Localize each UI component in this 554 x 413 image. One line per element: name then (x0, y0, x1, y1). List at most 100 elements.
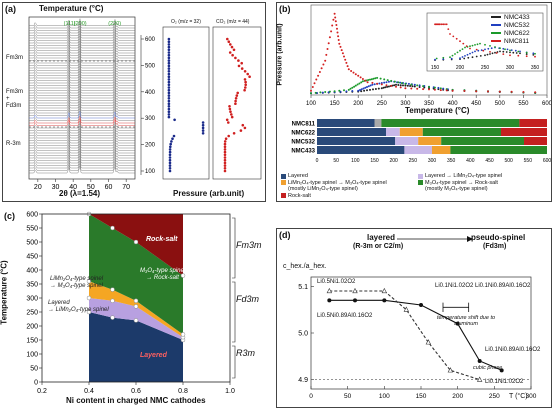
ca-ytick-label: 5.0 (298, 331, 308, 338)
gas-point (374, 77, 377, 80)
gas-point (248, 75, 251, 78)
gas-point (169, 142, 172, 146)
gas-point (339, 45, 342, 48)
gas-point (223, 153, 227, 157)
gas-point (315, 78, 318, 81)
xrd-pattern (29, 121, 135, 129)
region-limn-m3o4-area (89, 281, 183, 338)
gas-point (361, 80, 364, 83)
gas-point (376, 76, 379, 79)
inset-point (525, 55, 528, 58)
gas-point (243, 78, 247, 81)
gas-point (327, 42, 330, 45)
panel-b-label: (b) (279, 4, 291, 14)
xrd-pattern (29, 91, 135, 99)
bar-tick-label: 450 (485, 158, 494, 164)
panel-a-xlabel: 2θ (λ=1.54) (59, 189, 101, 198)
xrd-pattern (29, 151, 135, 159)
gas-point (167, 40, 171, 43)
panel-a-co2-title: CO₂ (m/z = 44) (216, 19, 250, 25)
phase-regions (86, 211, 186, 382)
xrd-xtick-label: 40 (69, 184, 77, 191)
inset-point (464, 55, 466, 57)
xrd-pattern (29, 46, 135, 54)
gas-point (167, 105, 171, 108)
xrd-pattern (29, 143, 135, 151)
gas-point (395, 85, 397, 88)
gas-point (364, 79, 367, 82)
bar-segment (317, 128, 386, 136)
ca-series-line (329, 290, 480, 381)
inset-point (461, 48, 464, 50)
gas-point (328, 36, 331, 39)
inset-point (499, 50, 501, 53)
gas-point (168, 161, 172, 165)
inset-point (517, 50, 520, 53)
xrd-pattern (29, 111, 135, 119)
bar-tick-label: 200 (389, 158, 398, 164)
gas-point (386, 85, 389, 88)
inset-point (439, 23, 441, 26)
gas-point (406, 84, 409, 87)
gas-point (487, 90, 489, 93)
inset-point (504, 48, 506, 51)
panel-d-svg: 5.1 5.0 4.9 0 50 100 150 200 250 300 (298, 236, 537, 400)
gas-point (227, 40, 231, 43)
gas-point (326, 48, 329, 50)
phase-legend-entry: Layered → LiMn₂O₄-type spinel (418, 173, 551, 180)
gas-point (340, 49, 343, 52)
xrd-pattern (29, 23, 135, 31)
gas-xtick-label: 250 (377, 101, 388, 107)
gas-point (243, 88, 246, 92)
gas-point (167, 56, 171, 60)
boundary-point (110, 298, 115, 304)
gas-point (377, 87, 380, 90)
gas-xtick-label: 550 (518, 101, 529, 107)
xrd-pattern (29, 138, 135, 146)
inset-point (489, 45, 491, 47)
inset-point (450, 57, 453, 60)
phase-legend-entry: (mostly LiMn₂O₄-type spinel) (281, 186, 414, 193)
bar-segment (317, 137, 396, 145)
annot-5: temperature shift due to aluminum (436, 315, 496, 327)
bar-segment (317, 146, 405, 154)
legend-swatch (491, 24, 501, 26)
gas-point (334, 20, 337, 23)
gas-point (227, 134, 230, 138)
region-layered-area (89, 312, 183, 382)
gas-point (369, 78, 371, 81)
temp-tick-label: 100 (145, 169, 156, 175)
gas-point (230, 115, 234, 119)
gas-point (331, 24, 334, 27)
gas-point (404, 87, 407, 90)
gas-point (223, 150, 227, 154)
xrd-xtick-label: 30 (52, 184, 60, 191)
gas-point (167, 91, 171, 95)
boundary-point (86, 295, 92, 301)
bar-segment (524, 137, 547, 145)
legend-label: NMC532 (504, 21, 530, 29)
gas-point (498, 90, 501, 93)
xrd-pattern (29, 118, 135, 126)
gas-point (387, 85, 390, 88)
inset-point (512, 51, 515, 54)
xrd-pattern (29, 131, 135, 139)
region-layered-limn: Layered → LiMn₂O₄-type spinel (48, 300, 109, 313)
gas-point (369, 84, 372, 87)
inset-point (467, 56, 470, 59)
gas-point (356, 83, 359, 86)
inset-point (510, 49, 513, 51)
inset-point (469, 45, 471, 48)
gas-xtick-label: 600 (542, 101, 551, 107)
gas-point (201, 121, 205, 124)
gas-point (433, 88, 436, 91)
ca-point (352, 287, 358, 294)
gas-point (354, 84, 357, 87)
phase-map-axes: 0 50 100 150 200 250 300 350 400 450 500 550 600 0.2 0… (26, 212, 236, 395)
gas-point (510, 90, 513, 93)
gas-point (314, 91, 317, 94)
gas-point (380, 82, 383, 84)
boundary-point (133, 318, 139, 323)
gas-point (243, 126, 247, 130)
inset-point (449, 56, 451, 59)
